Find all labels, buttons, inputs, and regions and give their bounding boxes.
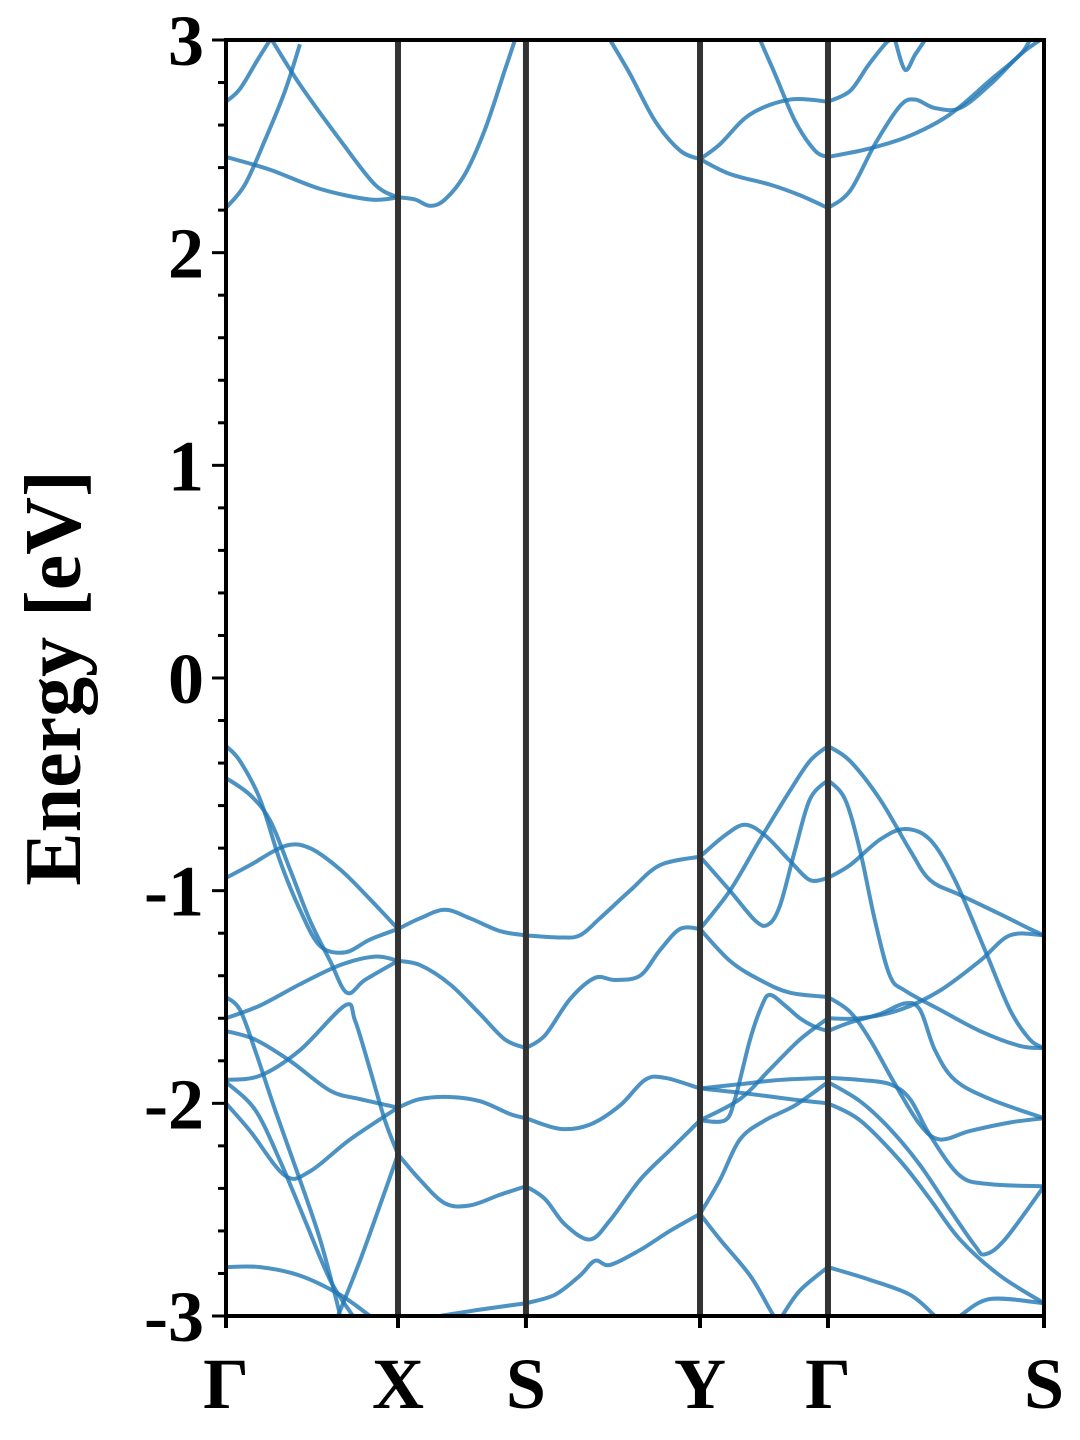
band-line-3 (270, 40, 399, 200)
band-line-41 (699, 1016, 830, 1123)
high-symmetry-lines (394, 40, 831, 1316)
band-line-31 (525, 1074, 701, 1132)
y-axis-ticks: -3 -2 -1 0 1 2 3 (144, 1, 226, 1357)
band-line-45 (826, 744, 1044, 938)
band-line-47 (826, 826, 1044, 1050)
y-tick-label: -2 (144, 1064, 204, 1144)
band-line-55 (958, 1296, 1044, 1316)
band-line-8 (758, 40, 829, 159)
band-line-2 (226, 155, 399, 202)
band-line-52 (826, 1080, 1044, 1257)
band-line-14 (226, 776, 399, 996)
band-line-35 (698, 778, 830, 928)
y-tick-label: -3 (144, 1277, 204, 1357)
band-line-12 (826, 40, 1042, 210)
x-tick-label: Y (674, 1344, 726, 1424)
band-line-7 (699, 157, 829, 210)
band-line-27 (396, 1153, 527, 1209)
band-line-32 (524, 1118, 702, 1242)
band-line-26 (397, 1094, 527, 1121)
x-tick-label: X (372, 1344, 424, 1424)
band-line-53 (827, 1101, 1044, 1305)
band-line-46 (826, 778, 1044, 1051)
band-line-23 (226, 1264, 372, 1316)
x-tick-label: Γ (203, 1344, 249, 1424)
band-line-9 (827, 40, 892, 104)
band-line-11 (827, 40, 1032, 159)
band-line-29 (525, 854, 701, 940)
band-line-42 (698, 1080, 830, 1215)
band-line-36 (698, 744, 830, 931)
x-tick-label: S (1024, 1344, 1064, 1424)
band-line-19 (226, 1029, 399, 1110)
band-line-22 (336, 1153, 400, 1316)
band-line-50 (827, 931, 1044, 1021)
y-axis-label: Energy [eV] (10, 470, 98, 885)
band-line-16 (226, 954, 399, 1021)
band-line-34 (698, 822, 829, 883)
y-tick-label: 3 (168, 1, 204, 81)
band-line-37 (698, 927, 829, 999)
y-tick-label: -1 (144, 852, 204, 932)
bands-group (226, 40, 1044, 1316)
band-line-6 (698, 96, 829, 161)
band-line-25 (397, 958, 527, 1050)
band-line-51 (827, 1075, 1044, 1189)
band-line-0 (226, 40, 272, 104)
band-line-24 (397, 907, 527, 938)
band-line-4 (397, 40, 517, 208)
band-line-40 (699, 992, 829, 1124)
band-line-44 (780, 1265, 830, 1316)
band-line-10 (893, 40, 927, 73)
x-tick-label: Γ (805, 1344, 851, 1424)
band-line-38 (699, 1075, 829, 1091)
band-line-33 (525, 1212, 701, 1306)
band-line-43 (698, 1212, 776, 1316)
y-tick-label: 2 (168, 214, 204, 294)
band-line-54 (827, 1265, 937, 1316)
x-tick-label: S (506, 1344, 546, 1424)
y-tick-label: 0 (168, 639, 204, 719)
band-line-17 (226, 995, 342, 1316)
y-tick-label: 1 (168, 426, 204, 506)
band-line-30 (524, 925, 701, 1050)
band-line-13 (226, 744, 399, 955)
band-line-15 (226, 842, 400, 931)
band-line-20 (226, 1102, 400, 1181)
band-line-1 (226, 43, 302, 210)
band-line-39 (699, 1086, 829, 1106)
band-line-5 (608, 40, 701, 161)
band-line-21 (226, 1080, 355, 1316)
